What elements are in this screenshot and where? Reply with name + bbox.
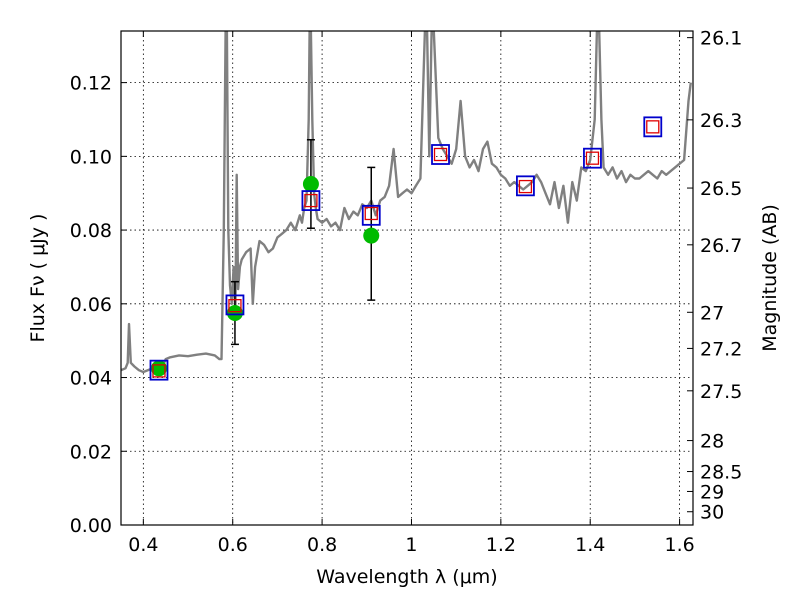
synthetic-photometry-point bbox=[583, 147, 602, 169]
x-axis-label: Wavelength λ (μm) bbox=[316, 566, 497, 588]
y-tick-label: 0.04 bbox=[70, 368, 112, 390]
x-tick-label: 1 bbox=[405, 534, 417, 556]
model-photometry-point bbox=[585, 151, 600, 165]
y-tick-label: 0.12 bbox=[70, 73, 112, 95]
y-tick-label: 0.06 bbox=[70, 294, 112, 316]
model-photometry-point bbox=[304, 193, 318, 208]
y2-tick-label: 30 bbox=[700, 502, 724, 524]
synthetic-photometry-point bbox=[361, 204, 381, 226]
model-photometry-point bbox=[433, 147, 448, 162]
plot-area bbox=[121, 31, 692, 374]
x-tick-label: 0.4 bbox=[128, 534, 158, 556]
y2-tick-label: 26.1 bbox=[700, 28, 742, 50]
y-tick-label: 0.02 bbox=[70, 441, 112, 463]
x-tick-label: 1.6 bbox=[664, 534, 694, 556]
y2-tick-label: 28 bbox=[700, 431, 724, 453]
y2-tick-label: 26.3 bbox=[700, 110, 742, 132]
model-photometry-point bbox=[646, 120, 660, 134]
x-tick-label: 1.4 bbox=[575, 534, 605, 556]
y-tick-label: 0.08 bbox=[70, 220, 112, 242]
y2-tick-label: 29 bbox=[700, 481, 724, 503]
y2-axis-label: Magnitude (AB) bbox=[759, 204, 781, 352]
synthetic-photometry-point bbox=[225, 294, 245, 316]
axis-ticks: 0.4 0.6 0.8 1 1.2 1.4 1.6 0.00 0.02 0.04 0.06 0.08 0… bbox=[70, 28, 743, 556]
y2-tick-label: 26.7 bbox=[700, 235, 742, 257]
observed-point bbox=[363, 227, 380, 244]
synthetic-photometry-point bbox=[643, 116, 663, 138]
model-spectrum-line bbox=[121, 31, 692, 374]
y-tick-label: 0.10 bbox=[70, 146, 112, 168]
synthetic-photometry-point bbox=[149, 359, 169, 381]
model-photometry-point bbox=[364, 206, 378, 221]
x-tick-label: 1.2 bbox=[486, 534, 516, 556]
synthetic-photometry-point bbox=[431, 144, 450, 165]
y-tick-label: 0.00 bbox=[70, 515, 112, 537]
y2-tick-label: 27 bbox=[700, 302, 724, 324]
x-tick-label: 0.6 bbox=[218, 534, 248, 556]
model-photometry-point bbox=[518, 179, 533, 194]
synthetic-photometry-point bbox=[516, 175, 535, 197]
photometry-markers bbox=[149, 116, 663, 381]
x-tick-label: 0.8 bbox=[307, 534, 337, 556]
model-photometry-point bbox=[228, 298, 242, 313]
plot-frame bbox=[120, 30, 694, 526]
synthetic-photometry-point bbox=[301, 190, 321, 211]
y2-tick-label: 27.5 bbox=[700, 381, 742, 403]
model-photometry-point bbox=[152, 364, 166, 378]
y2-tick-label: 28.5 bbox=[700, 462, 742, 484]
y2-tick-label: 27.2 bbox=[700, 338, 742, 360]
y-axis-label: Flux Fν ( μJy ) bbox=[27, 214, 49, 343]
observed-point bbox=[302, 175, 319, 192]
observed-point bbox=[226, 305, 243, 322]
y2-tick-label: 26.5 bbox=[700, 178, 742, 200]
grid-lines bbox=[121, 31, 693, 526]
